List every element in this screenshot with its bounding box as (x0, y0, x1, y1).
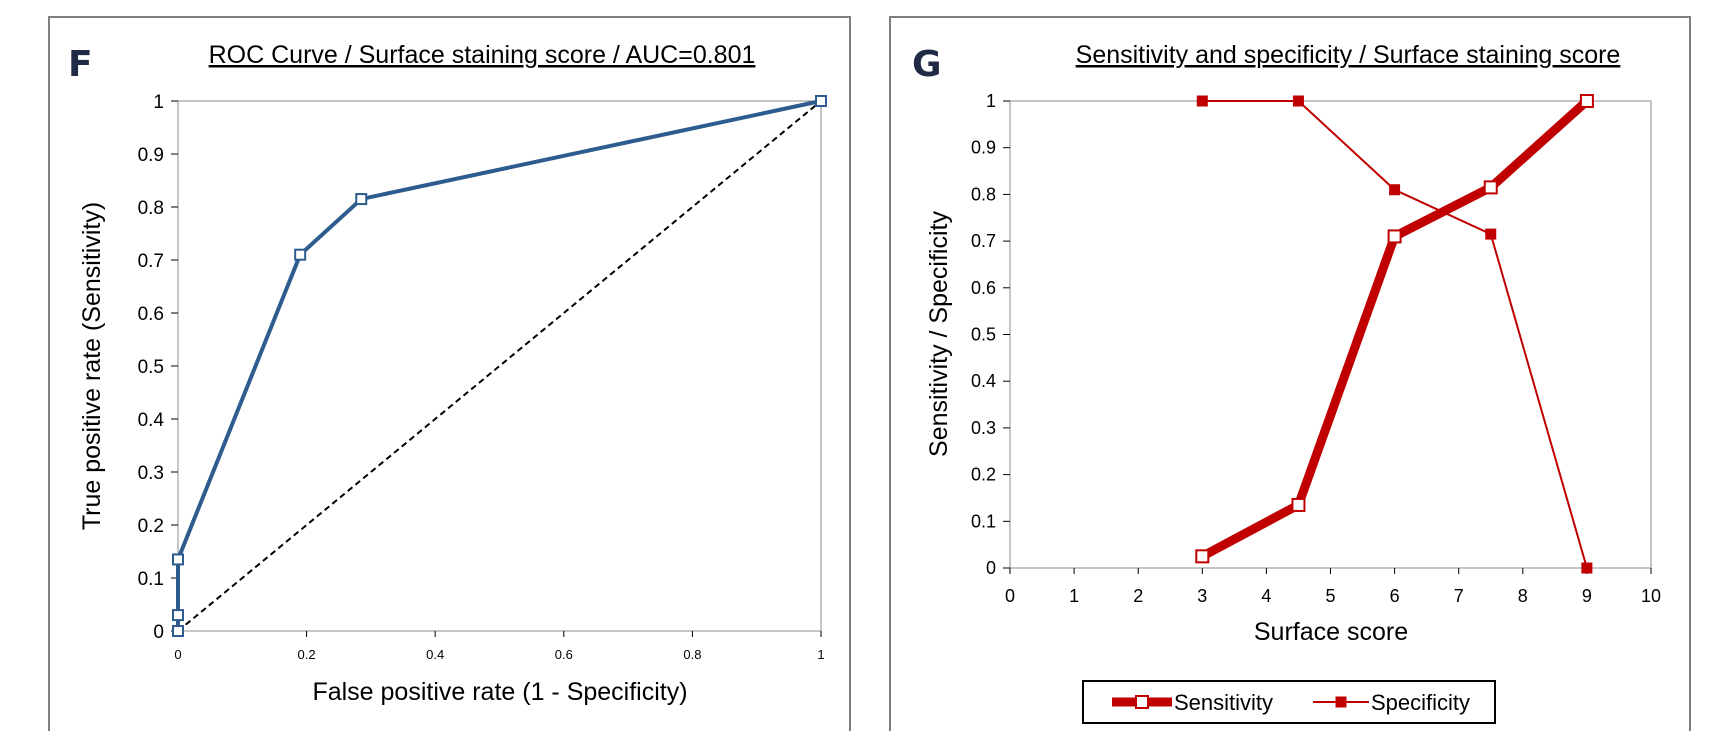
sensitivity-point-marker (1483, 180, 1498, 195)
legend-sensitivity-swatch-marker (1135, 695, 1149, 709)
sensitivity-point-marker (1579, 94, 1594, 108)
sens-spec-plot-area (1009, 100, 1652, 569)
sens-spec-x-tick-label: 1 (1069, 586, 1079, 606)
roc-chance-line (177, 100, 822, 632)
sens-spec-x-tick-label: 2 (1133, 586, 1143, 606)
sens-spec-y-axis-label: Sensitivity / Specificity (925, 211, 953, 457)
roc-x-axis-label: False positive rate (1 - Specificity) (312, 678, 687, 706)
roc-x-tick-label: 0.8 (683, 647, 701, 662)
sens-spec-x-tick-label: 8 (1518, 586, 1528, 606)
specificity-point-marker (1292, 95, 1304, 107)
legend: Sensitivity Specificity (1082, 680, 1496, 724)
roc-x-tick-label: 0.6 (555, 647, 573, 662)
roc-y-tick-label: 0.7 (138, 251, 164, 272)
roc-point-marker (815, 95, 827, 107)
roc-y-tick-label: 0.4 (138, 410, 165, 431)
sens-spec-x-tick-label: 9 (1582, 586, 1592, 606)
sensitivity-line (1200, 97, 1590, 561)
roc-x-tick-label: 1 (817, 647, 824, 662)
sens-spec-x-axis-label: Surface score (1254, 618, 1408, 646)
sens-spec-x-tick-label: 7 (1454, 586, 1464, 606)
roc-y-tick-label: 0.8 (138, 198, 164, 219)
sens-spec-x-tick-label: 3 (1197, 586, 1207, 606)
roc-point-marker (294, 248, 307, 261)
sens-spec-chart-title: Sensitivity and specificity / Surface st… (1076, 41, 1621, 69)
roc-y-tick-label: 0.1 (138, 569, 164, 590)
specificity-point-marker (1581, 562, 1593, 574)
sens-spec-y-tick-label: 0.3 (971, 418, 996, 438)
roc-y-tick-label: 0.2 (138, 516, 164, 537)
roc-x-tick-label: 0.4 (426, 647, 444, 662)
panel-letter-f: F (68, 44, 93, 85)
roc-y-tick-label: 0.6 (138, 304, 164, 325)
roc-y-tick-label: 0 (153, 622, 164, 643)
roc-y-tick-label: 0.3 (138, 463, 164, 484)
sens-spec-y-tick-label: 0.7 (971, 231, 996, 251)
specificity-point-marker (1196, 95, 1208, 107)
sens-spec-y-tick-label: 0.6 (971, 278, 996, 298)
legend-specificity-swatch-marker (1335, 696, 1347, 708)
sens-spec-x-tick-label: 10 (1641, 586, 1661, 606)
sensitivity-point-marker (1195, 549, 1210, 564)
sens-spec-y-tick-label: 0.4 (971, 371, 996, 391)
sens-spec-y-tick-label: 1 (986, 91, 996, 111)
right-panel-frame (889, 16, 1691, 731)
panel-letter-g: G (912, 44, 942, 85)
sens-spec-y-tick-label: 0 (986, 558, 996, 578)
legend-sensitivity-label: Sensitivity (1174, 690, 1273, 715)
sens-spec-x-tick-label: 0 (1005, 586, 1015, 606)
roc-chart-title: ROC Curve / Surface staining score / AUC… (209, 41, 756, 69)
roc-y-tick-label: 1 (153, 92, 164, 113)
specificity-point-marker (1485, 228, 1497, 240)
roc-y-tick-label: 0.5 (138, 357, 164, 378)
sens-spec-x-tick-label: 5 (1325, 586, 1335, 606)
roc-point-marker (172, 609, 184, 622)
sens-spec-y-tick-label: 0.5 (971, 325, 996, 345)
roc-y-tick-label: 0.9 (138, 145, 164, 166)
roc-x-tick-label: 0 (174, 647, 181, 662)
left-panel-frame (48, 16, 851, 731)
roc-point-marker (172, 625, 184, 637)
roc-x-tick-label: 0.2 (298, 647, 316, 662)
sensitivity-point-marker (1291, 497, 1306, 512)
roc-chart: ROC Curve / Surface staining score / AUC… (78, 41, 827, 706)
sens-spec-y-tick-label: 0.9 (971, 138, 996, 158)
roc-y-axis-label: True positive rate (Sensitivity) (78, 202, 106, 530)
sens-spec-y-tick-label: 0.2 (971, 465, 996, 485)
sens-spec-x-tick-label: 6 (1390, 586, 1400, 606)
sens-spec-y-tick-label: 0.1 (971, 511, 996, 531)
roc-point-marker (172, 553, 184, 566)
sens-spec-x-tick-label: 4 (1261, 586, 1271, 606)
sensitivity-point-marker (1387, 229, 1402, 244)
sens-spec-chart: Sensitivity and specificity / Surface st… (925, 41, 1661, 724)
legend-specificity-label: Specificity (1371, 690, 1470, 715)
specificity-line (1202, 100, 1588, 569)
specificity-point-marker (1389, 184, 1401, 196)
roc-point-marker (355, 193, 368, 206)
sens-spec-y-tick-label: 0.8 (971, 184, 996, 204)
